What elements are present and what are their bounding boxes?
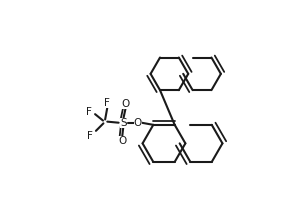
Text: F: F <box>104 98 110 108</box>
Text: O: O <box>134 118 142 128</box>
Text: O: O <box>118 136 126 146</box>
Text: O: O <box>121 99 130 109</box>
Text: F: F <box>86 107 92 117</box>
Text: F: F <box>87 131 93 141</box>
Text: S: S <box>120 118 127 128</box>
